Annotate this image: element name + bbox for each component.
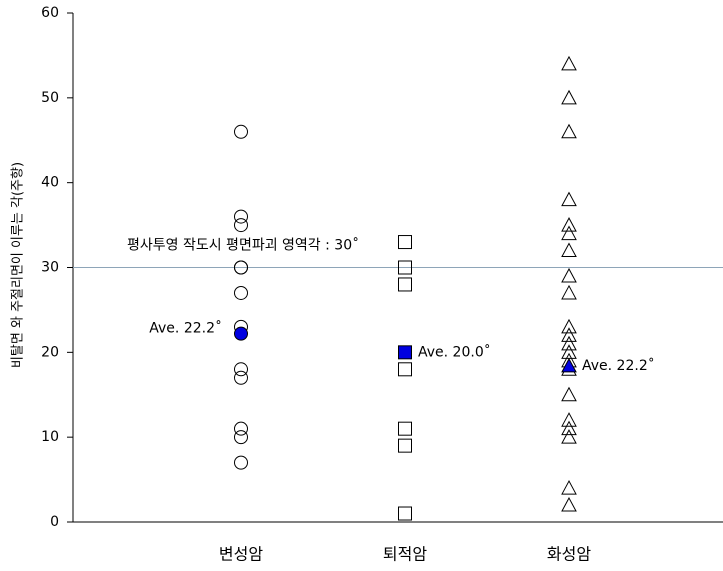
y-tick-label: 20 [41, 344, 59, 360]
y-tick-label: 0 [50, 514, 59, 530]
point [561, 55, 577, 71]
y-tick-label: 30 [41, 260, 59, 276]
x-tick-label: 화성암 [547, 545, 591, 564]
point [561, 225, 577, 241]
point [234, 124, 248, 139]
point [398, 235, 412, 250]
point [234, 430, 248, 445]
point [398, 421, 412, 436]
point [561, 242, 577, 258]
average-label: Ave. 22.2˚ [582, 357, 655, 374]
point [234, 421, 248, 436]
point [561, 267, 577, 283]
y-tick-label: 50 [41, 90, 59, 106]
point [561, 335, 577, 351]
point [561, 344, 577, 359]
point [398, 277, 412, 292]
point [561, 429, 577, 444]
point [561, 191, 577, 207]
x-tick-label: 퇴적암 [383, 545, 427, 564]
average-point [398, 345, 412, 360]
point [398, 362, 412, 377]
point [561, 480, 577, 495]
point [398, 506, 412, 521]
average-point [561, 357, 577, 373]
point [561, 412, 577, 427]
average-point [234, 326, 248, 341]
point [234, 260, 248, 275]
point [561, 284, 577, 300]
point [561, 420, 577, 436]
point [398, 260, 412, 275]
average-label: Ave. 20.0˚ [418, 343, 491, 360]
point [234, 209, 248, 224]
y-tick-label: 10 [41, 429, 59, 445]
point [234, 218, 248, 233]
point [234, 455, 248, 470]
point [234, 285, 248, 300]
point [234, 362, 248, 377]
point [561, 496, 577, 512]
average-label: Ave. 22.2˚ [149, 320, 222, 337]
point [234, 370, 248, 385]
point [398, 438, 412, 453]
point [561, 327, 577, 342]
point [561, 318, 577, 334]
point [561, 123, 577, 139]
y-axis-label: 비탈면 와 주절리면이 이루는 각(주향) [11, 162, 26, 368]
point [561, 386, 577, 402]
point [561, 89, 577, 105]
x-tick-label: 변성암 [219, 545, 263, 564]
y-tick-label: 40 [41, 175, 59, 191]
y-tick-label: 60 [41, 5, 59, 21]
reference-label: 평사투영 작도시 평면파괴 영역각 : 30˚ [127, 237, 359, 254]
point [561, 217, 577, 232]
